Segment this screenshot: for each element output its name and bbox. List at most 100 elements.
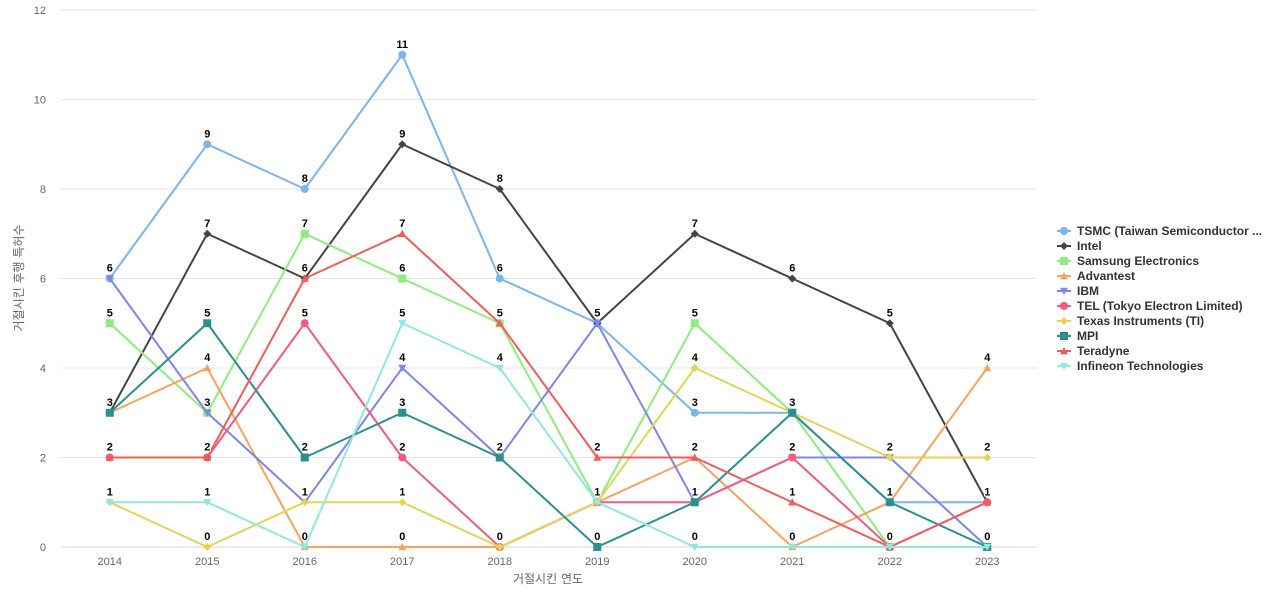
legend-label[interactable]: Intel	[1077, 239, 1102, 253]
data-point[interactable]	[983, 364, 992, 372]
legend-item[interactable]: Intel	[1057, 239, 1102, 253]
data-point[interactable]	[690, 453, 699, 461]
legend-label[interactable]: Teradyne	[1077, 344, 1130, 358]
series-line[interactable]	[109, 322, 988, 548]
data-point[interactable]	[300, 185, 309, 193]
data-point[interactable]	[398, 543, 407, 551]
data-point[interactable]	[788, 408, 797, 417]
data-point[interactable]	[690, 229, 699, 238]
data-point[interactable]	[203, 364, 212, 372]
data-point[interactable]	[788, 543, 797, 551]
data-point[interactable]	[105, 499, 114, 507]
legend-item[interactable]: TSMC (Taiwan Semiconductor ...	[1057, 224, 1262, 238]
series-intel[interactable]	[105, 140, 992, 507]
data-label: 3	[399, 397, 405, 409]
data-point[interactable]	[788, 274, 797, 283]
data-point[interactable]	[690, 364, 699, 372]
data-point[interactable]	[203, 319, 212, 328]
data-point[interactable]	[983, 543, 992, 551]
data-label: 2	[107, 442, 113, 454]
legend-item[interactable]: Advantest	[1057, 269, 1135, 283]
data-label: 3	[789, 397, 795, 409]
x-axis-title: 거절시킨 연도	[513, 572, 583, 586]
data-label: 1	[204, 486, 210, 498]
data-point[interactable]	[105, 408, 114, 417]
data-point[interactable]	[203, 453, 212, 461]
data-point[interactable]	[495, 319, 504, 327]
legend-item[interactable]: Infineon Technologies	[1057, 359, 1204, 373]
data-point[interactable]	[300, 453, 309, 462]
data-point[interactable]	[398, 274, 407, 283]
data-point[interactable]	[398, 50, 407, 59]
data-point[interactable]	[690, 319, 699, 328]
data-point[interactable]	[105, 453, 114, 461]
legend-item[interactable]: TEL (Tokyo Electron Limited)	[1057, 299, 1243, 313]
data-point[interactable]	[593, 499, 602, 507]
data-point[interactable]	[398, 498, 407, 507]
data-point[interactable]	[203, 543, 212, 551]
data-point[interactable]	[398, 408, 407, 417]
legend-item[interactable]: IBM	[1057, 284, 1099, 298]
data-point[interactable]	[788, 498, 797, 506]
series-line[interactable]	[109, 322, 988, 548]
data-point[interactable]	[300, 498, 309, 507]
legend-label[interactable]: TSMC (Taiwan Semiconductor ...	[1077, 224, 1262, 238]
data-point[interactable]	[593, 320, 602, 328]
series-line[interactable]	[109, 232, 988, 548]
data-point[interactable]	[788, 453, 797, 462]
data-point[interactable]	[300, 319, 309, 328]
data-point[interactable]	[105, 275, 114, 283]
legend-label[interactable]: TEL (Tokyo Electron Limited)	[1077, 299, 1243, 313]
data-point[interactable]	[690, 543, 699, 551]
data-point[interactable]	[300, 274, 309, 282]
data-point[interactable]	[398, 364, 407, 372]
series-line[interactable]	[108, 143, 989, 503]
data-point[interactable]	[690, 498, 699, 507]
data-point[interactable]	[398, 453, 407, 462]
series-teradyne[interactable]	[105, 229, 992, 551]
series-line[interactable]	[109, 232, 988, 548]
data-label: 0	[692, 531, 698, 543]
series-mpi[interactable]	[105, 319, 992, 551]
data-point[interactable]	[593, 543, 602, 551]
data-point[interactable]	[593, 453, 602, 461]
series-infineon-technologies[interactable]	[105, 320, 992, 551]
data-point[interactable]	[495, 364, 504, 372]
legend-label[interactable]: Samsung Electronics	[1077, 254, 1199, 268]
data-point[interactable]	[398, 320, 407, 328]
data-point[interactable]	[495, 453, 504, 462]
data-point[interactable]	[885, 453, 894, 462]
data-point[interactable]	[983, 453, 992, 462]
legend-item[interactable]: Samsung Electronics	[1057, 254, 1199, 268]
data-point[interactable]	[495, 543, 504, 551]
legend-item[interactable]: Texas Instruments (TI)	[1057, 314, 1204, 328]
legend-label[interactable]: IBM	[1077, 284, 1099, 298]
legend[interactable]: TSMC (Taiwan Semiconductor ...IntelSamsu…	[1057, 224, 1262, 373]
legend-label[interactable]: Advantest	[1077, 269, 1135, 283]
legend-item[interactable]: Teradyne	[1057, 344, 1130, 358]
legend-item[interactable]: MPI	[1057, 329, 1098, 343]
data-point[interactable]	[495, 185, 504, 193]
data-point[interactable]	[203, 409, 212, 417]
data-point[interactable]	[983, 498, 992, 506]
data-label: 0	[594, 531, 600, 543]
legend-label[interactable]: MPI	[1077, 329, 1098, 343]
data-point[interactable]	[690, 408, 699, 417]
data-label: 0	[789, 531, 795, 543]
y-axis: 0 2 4 6 8 10 12	[34, 5, 46, 554]
data-point[interactable]	[885, 543, 894, 551]
legend-label[interactable]: Infineon Technologies	[1077, 359, 1204, 373]
data-point[interactable]	[885, 498, 894, 507]
data-label: 1	[692, 486, 698, 498]
data-point[interactable]	[203, 499, 212, 507]
data-point[interactable]	[398, 229, 407, 237]
data-point[interactable]	[495, 274, 504, 283]
data-point[interactable]	[300, 229, 309, 238]
data-point[interactable]	[398, 140, 407, 149]
legend-label[interactable]: Texas Instruments (TI)	[1077, 314, 1204, 328]
data-point[interactable]	[203, 229, 212, 238]
data-point[interactable]	[885, 319, 894, 328]
data-point[interactable]	[105, 319, 114, 328]
data-point[interactable]	[203, 140, 212, 149]
data-point[interactable]	[300, 543, 309, 551]
